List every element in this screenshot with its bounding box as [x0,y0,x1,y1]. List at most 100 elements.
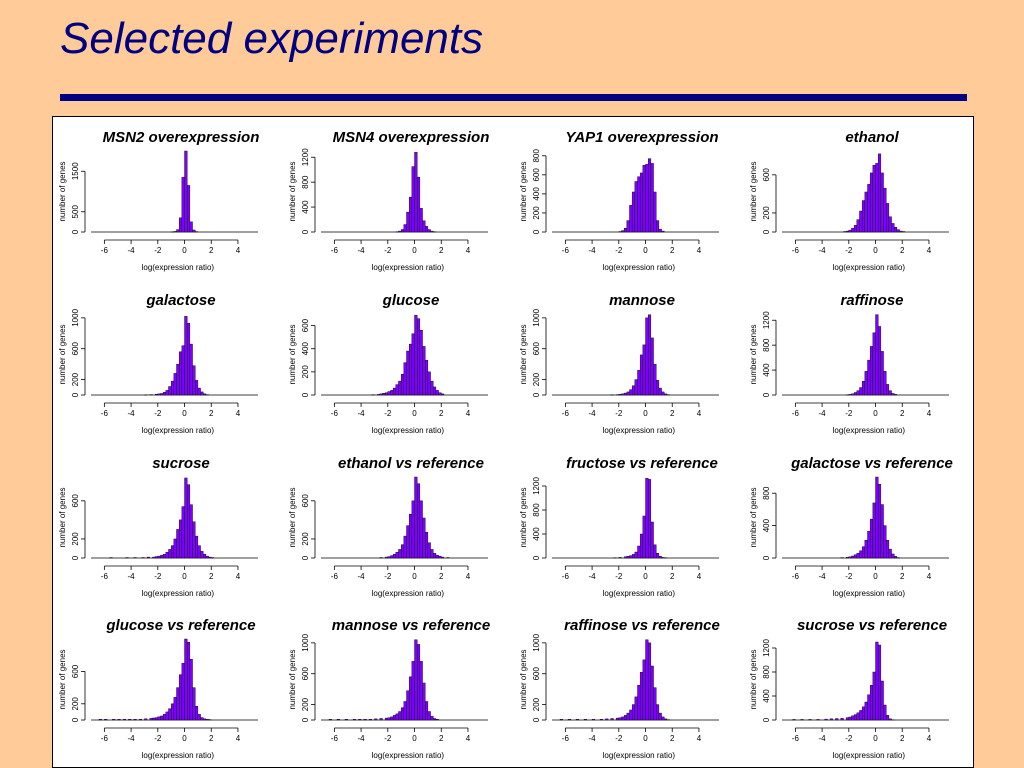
x-tick-label: -6 [792,246,800,255]
histogram-bar [398,711,402,721]
histogram-bar [154,556,158,559]
histogram-bar [398,380,402,396]
histogram-bar [425,701,429,721]
histogram-bar [430,380,434,396]
histogram-bar [650,337,654,396]
histogram-bar [165,552,169,559]
histogram-bar [390,390,394,396]
histogram-bar [430,549,434,559]
histogram-bar [631,191,636,233]
histogram-bar [184,316,188,396]
y-axis-label: number of genes [288,161,297,221]
x-tick-label: 4 [466,734,471,743]
histogram-bar [661,391,665,396]
histogram-bar [661,557,665,559]
histogram-bar [387,717,391,721]
y-axis-label: number of genes [58,324,67,384]
histogram-bar [408,343,413,396]
x-tick-label: -2 [154,734,162,743]
histogram-chart: glucose -6 -4 -2 0 2 4 log(expression ratio) 0 20… [288,292,488,435]
y-axis-label: number of genes [288,487,297,547]
y-tick-label: 200 [71,532,80,546]
x-tick-label: 2 [900,572,905,581]
y-tick-label: 0 [301,717,310,722]
histogram-bar [435,390,439,396]
histogram-bar [637,370,641,396]
histogram-bar [189,659,193,721]
histogram-bar [352,719,356,721]
y-tick-label: 400 [301,200,310,214]
histogram-bar [403,535,407,559]
histogram-bar [363,719,367,721]
histogram-bar [395,713,399,721]
histogram-bar [117,718,121,721]
x-tick-label: -6 [792,572,800,581]
histogram-bar [883,704,887,721]
x-tick-label: 0 [643,246,648,255]
x-axis-label: log(expression ratio) [142,751,215,760]
y-tick-label: 600 [71,341,80,355]
histogram-bar [168,386,172,396]
histogram-bar [808,719,812,721]
histogram-bar [419,661,423,721]
x-tick-label: 0 [873,246,878,255]
histogram-bar [133,718,137,721]
histogram-bar [864,371,868,396]
x-tick-label: 0 [643,734,648,743]
x-tick-label: 2 [670,734,675,743]
histogram-bar [647,158,652,233]
histogram-bar [621,716,625,721]
histogram-bar [653,191,657,233]
histogram-bar [872,671,876,721]
histogram-title: glucose [382,292,440,309]
y-tick-label: 200 [71,372,80,386]
x-tick-label: 4 [927,246,932,255]
histogram-bar [859,387,863,396]
histogram-bar [853,225,858,233]
histogram-bar [379,393,383,396]
x-tick-label: -4 [819,572,827,581]
x-tick-label: 0 [182,246,187,255]
histogram-bar [824,718,828,721]
histogram-bar [877,484,882,559]
histogram-bar [160,715,164,721]
x-tick-label: 2 [209,246,214,255]
histogram-bar [848,229,852,233]
histogram-chart: sucrose vs reference -6 -4 -2 0 2 4 log(express… [749,617,949,760]
histogram-bar [192,229,196,233]
histogram-bar [869,346,874,396]
histogram-bar [411,166,415,233]
x-tick-label: 0 [412,734,417,743]
x-tick-label: 4 [466,572,471,581]
histogram-bar [165,711,169,721]
histogram-bar [853,714,858,721]
histogram-bar [186,484,191,559]
histogram-bar [861,546,866,559]
histogram-bar [408,513,413,559]
histogram-bar [647,642,652,721]
histogram-bar [195,535,199,559]
histogram-title: MSN4 overexpression [333,129,490,146]
histogram-bar [384,392,388,396]
x-tick-label: 2 [670,572,675,581]
histogram-bar [152,717,156,721]
x-tick-label: -4 [128,246,136,255]
histogram-bar [154,717,158,721]
histogram-bar [888,548,892,559]
x-tick-label: -4 [819,734,827,743]
x-axis-label: log(expression ratio) [372,751,445,760]
x-axis-label: log(expression ratio) [833,589,906,598]
x-tick-label: -2 [845,409,853,418]
histogram-bar [851,227,855,233]
histogram-bar [395,384,399,396]
y-tick-label: 400 [762,363,771,377]
histogram-bar [416,644,421,721]
histogram-title: raffinose vs reference [564,617,720,634]
histogram-bar [867,694,871,721]
histogram-bar [173,373,177,396]
histogram-chart: mannose vs reference -6 -4 -2 0 2 4 log(express… [288,617,490,760]
x-tick-label: -4 [358,246,366,255]
histogram-bar [894,556,898,559]
histogram-bar [886,203,890,233]
y-axis-label: number of genes [749,487,758,547]
